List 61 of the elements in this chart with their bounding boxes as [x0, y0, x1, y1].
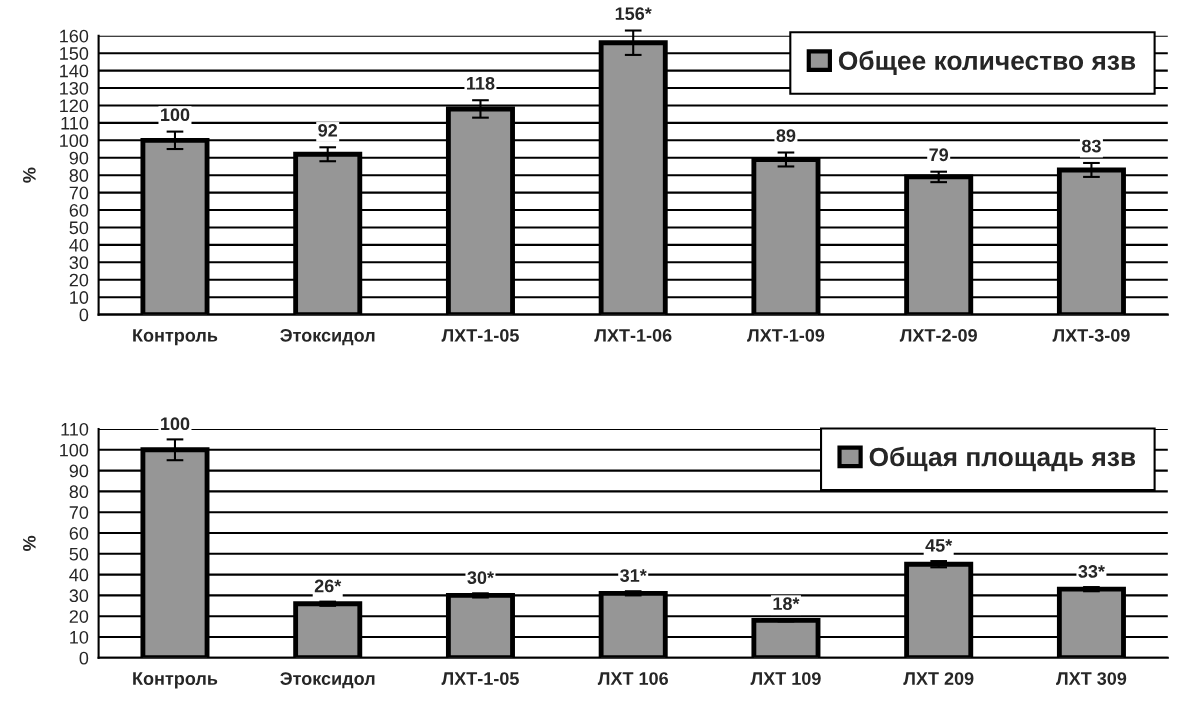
y-axis-title: %	[23, 167, 36, 183]
data-label: 89	[776, 129, 796, 142]
y-tick-label: 10	[70, 630, 89, 644]
data-label: 33*	[1078, 565, 1105, 578]
y-tick-label: 40	[69, 238, 89, 252]
y-tick-label: 80	[69, 169, 89, 182]
y-tick-label: 50	[69, 547, 89, 561]
y-tick-label: 130	[60, 81, 89, 95]
y-tick-label: 140	[60, 64, 89, 78]
y-tick-label: 0	[79, 308, 89, 322]
y-tick-label: 10	[70, 291, 89, 304]
x-tick-label: Этоксидол	[280, 672, 375, 689]
x-tick-label: ЛХТ-1-06	[594, 328, 672, 342]
y-tick-label: 20	[69, 273, 89, 287]
x-tick-label: ЛХТ 106	[597, 672, 668, 685]
x-tick-label: Контроль	[133, 329, 218, 346]
y-tick-label: 80	[69, 485, 89, 499]
y-tick-label: 30	[69, 256, 89, 270]
y-tick-label: 110	[61, 116, 89, 130]
data-label: 156*	[615, 7, 652, 20]
y-tick-label: 100	[60, 134, 89, 148]
y-tick-label: 150	[60, 47, 89, 60]
y-tick-label: 100	[60, 443, 89, 457]
legend-label: Общее количество язв	[838, 50, 1136, 76]
x-tick-label: ЛХТ 309	[1056, 672, 1127, 685]
data-label: 92	[318, 123, 338, 137]
y-tick-label: 160	[60, 29, 89, 43]
data-label: 18*	[773, 597, 800, 611]
data-label: 100	[161, 108, 190, 122]
data-label: 83	[1081, 139, 1101, 153]
data-label: 100	[161, 417, 190, 431]
x-tick-label: Контроль	[133, 672, 218, 689]
data-label: 79	[929, 148, 949, 162]
data-label: 118	[467, 76, 495, 90]
y-tick-label: 90	[69, 464, 89, 478]
y-axis-title: %	[23, 535, 36, 551]
y-tick-label: 30	[69, 589, 89, 603]
y-tick-label: 120	[60, 99, 89, 113]
x-tick-label: ЛХТ-3-09	[1052, 328, 1130, 342]
data-label: 26*	[314, 579, 342, 593]
x-tick-label: ЛХТ-1-09	[747, 328, 825, 342]
data-label: 45*	[925, 539, 953, 552]
x-tick-label: ЛХТ-2-09	[899, 328, 977, 342]
x-tick-label: ЛХТ 209	[903, 672, 974, 685]
y-tick-label: 70	[69, 506, 89, 519]
data-label: 31*	[620, 569, 647, 582]
x-tick-label: ЛХТ-1-05	[441, 328, 519, 342]
y-tick-label: 60	[69, 203, 89, 217]
y-tick-label: 0	[79, 651, 89, 665]
legend-label: Общая площадь язв	[869, 446, 1136, 472]
x-tick-label: ЛХТ-1-05	[441, 672, 519, 685]
y-tick-label: 70	[69, 186, 89, 200]
y-tick-label: 40	[69, 568, 89, 582]
y-tick-label: 60	[69, 526, 89, 540]
y-tick-label: 20	[69, 610, 89, 623]
data-label: 30*	[467, 571, 494, 585]
x-tick-label: ЛХТ 109	[750, 672, 821, 685]
y-tick-label: 50	[69, 221, 89, 235]
y-tick-label: 110	[61, 422, 89, 436]
y-tick-label: 90	[69, 151, 89, 165]
x-tick-label: Этоксидол	[280, 328, 375, 346]
